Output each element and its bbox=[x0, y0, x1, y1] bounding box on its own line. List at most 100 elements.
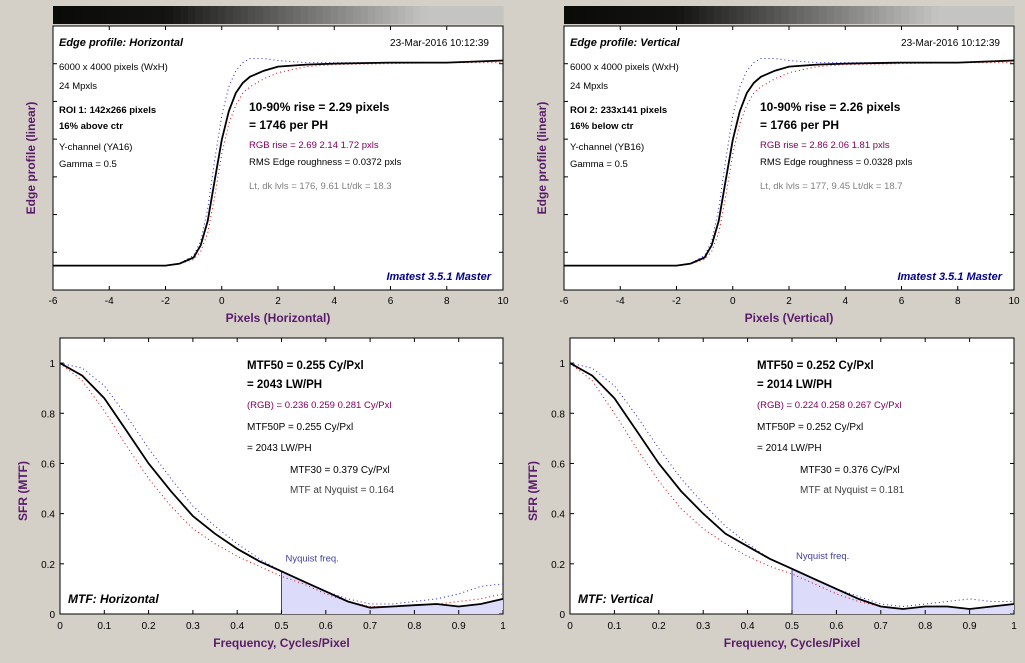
grayscale-cell bbox=[98, 6, 107, 24]
mtf-nyquist: MTF at Nyquist = 0.181 bbox=[800, 485, 905, 496]
grayscale-cell bbox=[60, 6, 69, 24]
edge-profile-horizontal: -6 -4 -2 0 2 4 6 8 10 Edge profile: Horizontal 23-… bbox=[24, 25, 509, 325]
y-axis-label: SFR (MTF) bbox=[526, 461, 540, 521]
nyquist-shaded-region bbox=[792, 568, 1014, 614]
y-tick-label: 0.8 bbox=[41, 409, 55, 420]
grayscale-cell bbox=[579, 6, 588, 24]
rgb-mtf50: (RGB) = 0.236 0.259 0.281 Cy/Pxl bbox=[247, 400, 391, 411]
x-tick-label: 0.3 bbox=[186, 621, 200, 632]
info-gamma: Gamma = 0.5 bbox=[570, 159, 628, 170]
grayscale-cell bbox=[285, 6, 294, 24]
x-tick-label: 0.9 bbox=[963, 621, 977, 632]
grayscale-cell bbox=[428, 6, 437, 24]
mtf50p-result: MTF50P = 0.252 Cy/Pxl bbox=[757, 422, 863, 433]
grayscale-cell bbox=[744, 6, 753, 24]
grayscale-cell bbox=[345, 6, 354, 24]
mtf-horizontal: Nyquist freq. 0 0.1 0.2 0.3 0.4 0.5 0.6 0.7 0.8 0.… bbox=[16, 337, 506, 650]
info-gamma: Gamma = 0.5 bbox=[59, 159, 117, 170]
y-tick-label: 0.4 bbox=[41, 510, 55, 521]
grayscale-cell bbox=[916, 6, 925, 24]
grayscale-cell bbox=[684, 6, 693, 24]
nyquist-label: Nyquist freq. bbox=[796, 551, 849, 562]
grayscale-cell bbox=[796, 6, 805, 24]
lwph-result: = 2043 LW/PH bbox=[247, 379, 322, 391]
x-tick-label: -2 bbox=[161, 296, 170, 307]
grayscale-cell bbox=[90, 6, 99, 24]
grayscale-cell bbox=[278, 6, 287, 24]
y-tick-label: 0.6 bbox=[551, 459, 565, 470]
brand-label: Imatest 3.5.1 Master bbox=[386, 271, 491, 283]
x-tick-label: -6 bbox=[560, 296, 569, 307]
grayscale-cell bbox=[465, 6, 474, 24]
x-tick-label: 0 bbox=[730, 296, 736, 307]
x-axis-label: Pixels (Horizontal) bbox=[226, 311, 331, 325]
grayscale-cell bbox=[714, 6, 723, 24]
grayscale-cell bbox=[173, 6, 182, 24]
grayscale-cell bbox=[669, 6, 678, 24]
grayscale-cell bbox=[203, 6, 212, 24]
grayscale-cell bbox=[654, 6, 663, 24]
x-tick-label: 0.1 bbox=[607, 621, 621, 632]
x-tick-label: 0.7 bbox=[874, 621, 888, 632]
y-axis-label: Edge profile (linear) bbox=[24, 102, 38, 215]
chart-title: MTF: Vertical bbox=[578, 592, 654, 606]
y-tick-label: 0.4 bbox=[551, 510, 565, 521]
grayscale-cell bbox=[150, 6, 159, 24]
info-size: 6000 x 4000 pixels (WxH) bbox=[59, 62, 168, 73]
grayscale-cell bbox=[999, 6, 1008, 24]
grayscale-cell bbox=[488, 6, 497, 24]
info-channel: Y-channel (YA16) bbox=[59, 142, 132, 153]
x-tick-label: 1 bbox=[500, 621, 506, 632]
grayscale-cell bbox=[834, 6, 843, 24]
grayscale-cell bbox=[443, 6, 452, 24]
grayscale-cell bbox=[774, 6, 783, 24]
mtf30-result: MTF30 = 0.379 Cy/Pxl bbox=[290, 465, 390, 476]
x-axis-label: Pixels (Vertical) bbox=[745, 311, 834, 325]
grayscale-cell bbox=[571, 6, 580, 24]
info-roi: ROI 2: 233x141 pixels bbox=[570, 105, 667, 116]
grayscale-cell bbox=[879, 6, 888, 24]
grayscale-cell bbox=[864, 6, 873, 24]
grayscale-cell bbox=[886, 6, 895, 24]
x-tick-label: 0.8 bbox=[918, 621, 932, 632]
grayscale-cell bbox=[811, 6, 820, 24]
grayscale-cell bbox=[841, 6, 850, 24]
y-tick-label: 0.6 bbox=[41, 459, 55, 470]
timestamp: 23-Mar-2016 10:12:39 bbox=[901, 38, 1000, 49]
info-position: 16% above ctr bbox=[59, 121, 123, 132]
grayscale-cell bbox=[450, 6, 459, 24]
lwph-result: = 2014 LW/PH bbox=[757, 379, 832, 391]
grayscale-cell bbox=[706, 6, 715, 24]
grayscale-cell bbox=[330, 6, 339, 24]
x-tick-label: 8 bbox=[955, 296, 961, 307]
grayscale-cell bbox=[691, 6, 700, 24]
grayscale-cell bbox=[390, 6, 399, 24]
series-black bbox=[59, 362, 504, 609]
grayscale-cell bbox=[188, 6, 197, 24]
grayscale-cell bbox=[586, 6, 595, 24]
info-position: 16% below ctr bbox=[570, 121, 634, 132]
rise-result: 10-90% rise = 2.29 pixels bbox=[249, 100, 390, 114]
grayscale-strip bbox=[53, 6, 504, 24]
edge-profile-vertical: -6 -4 -2 0 2 4 6 8 10 Edge profile: Vertical 23-Ma… bbox=[535, 25, 1020, 325]
x-tick-label: -4 bbox=[616, 296, 625, 307]
grayscale-cell bbox=[308, 6, 317, 24]
grayscale-cell bbox=[495, 6, 504, 24]
series-black bbox=[564, 59, 1015, 267]
x-tick-label: 0.1 bbox=[97, 621, 111, 632]
chart-title: MTF: Horizontal bbox=[68, 592, 159, 606]
y-tick-label: 0 bbox=[49, 610, 55, 621]
x-tick-label: 0.3 bbox=[696, 621, 710, 632]
light-dark-levels: Lt, dk lvls = 177, 9.45 Lt/dk = 18.7 bbox=[760, 181, 903, 192]
per-ph-result: = 1746 per PH bbox=[249, 118, 328, 132]
grayscale-cell bbox=[946, 6, 955, 24]
grayscale-cell bbox=[819, 6, 828, 24]
grayscale-cell bbox=[233, 6, 242, 24]
series-red bbox=[59, 362, 504, 607]
grayscale-cell bbox=[143, 6, 152, 24]
grayscale-cell bbox=[135, 6, 144, 24]
x-tick-label: 0.7 bbox=[363, 621, 377, 632]
rms-roughness: RMS Edge roughness = 0.0328 pxls bbox=[760, 157, 913, 168]
x-tick-label: 0.6 bbox=[829, 621, 843, 632]
chart-title: Edge profile: Horizontal bbox=[59, 37, 184, 49]
